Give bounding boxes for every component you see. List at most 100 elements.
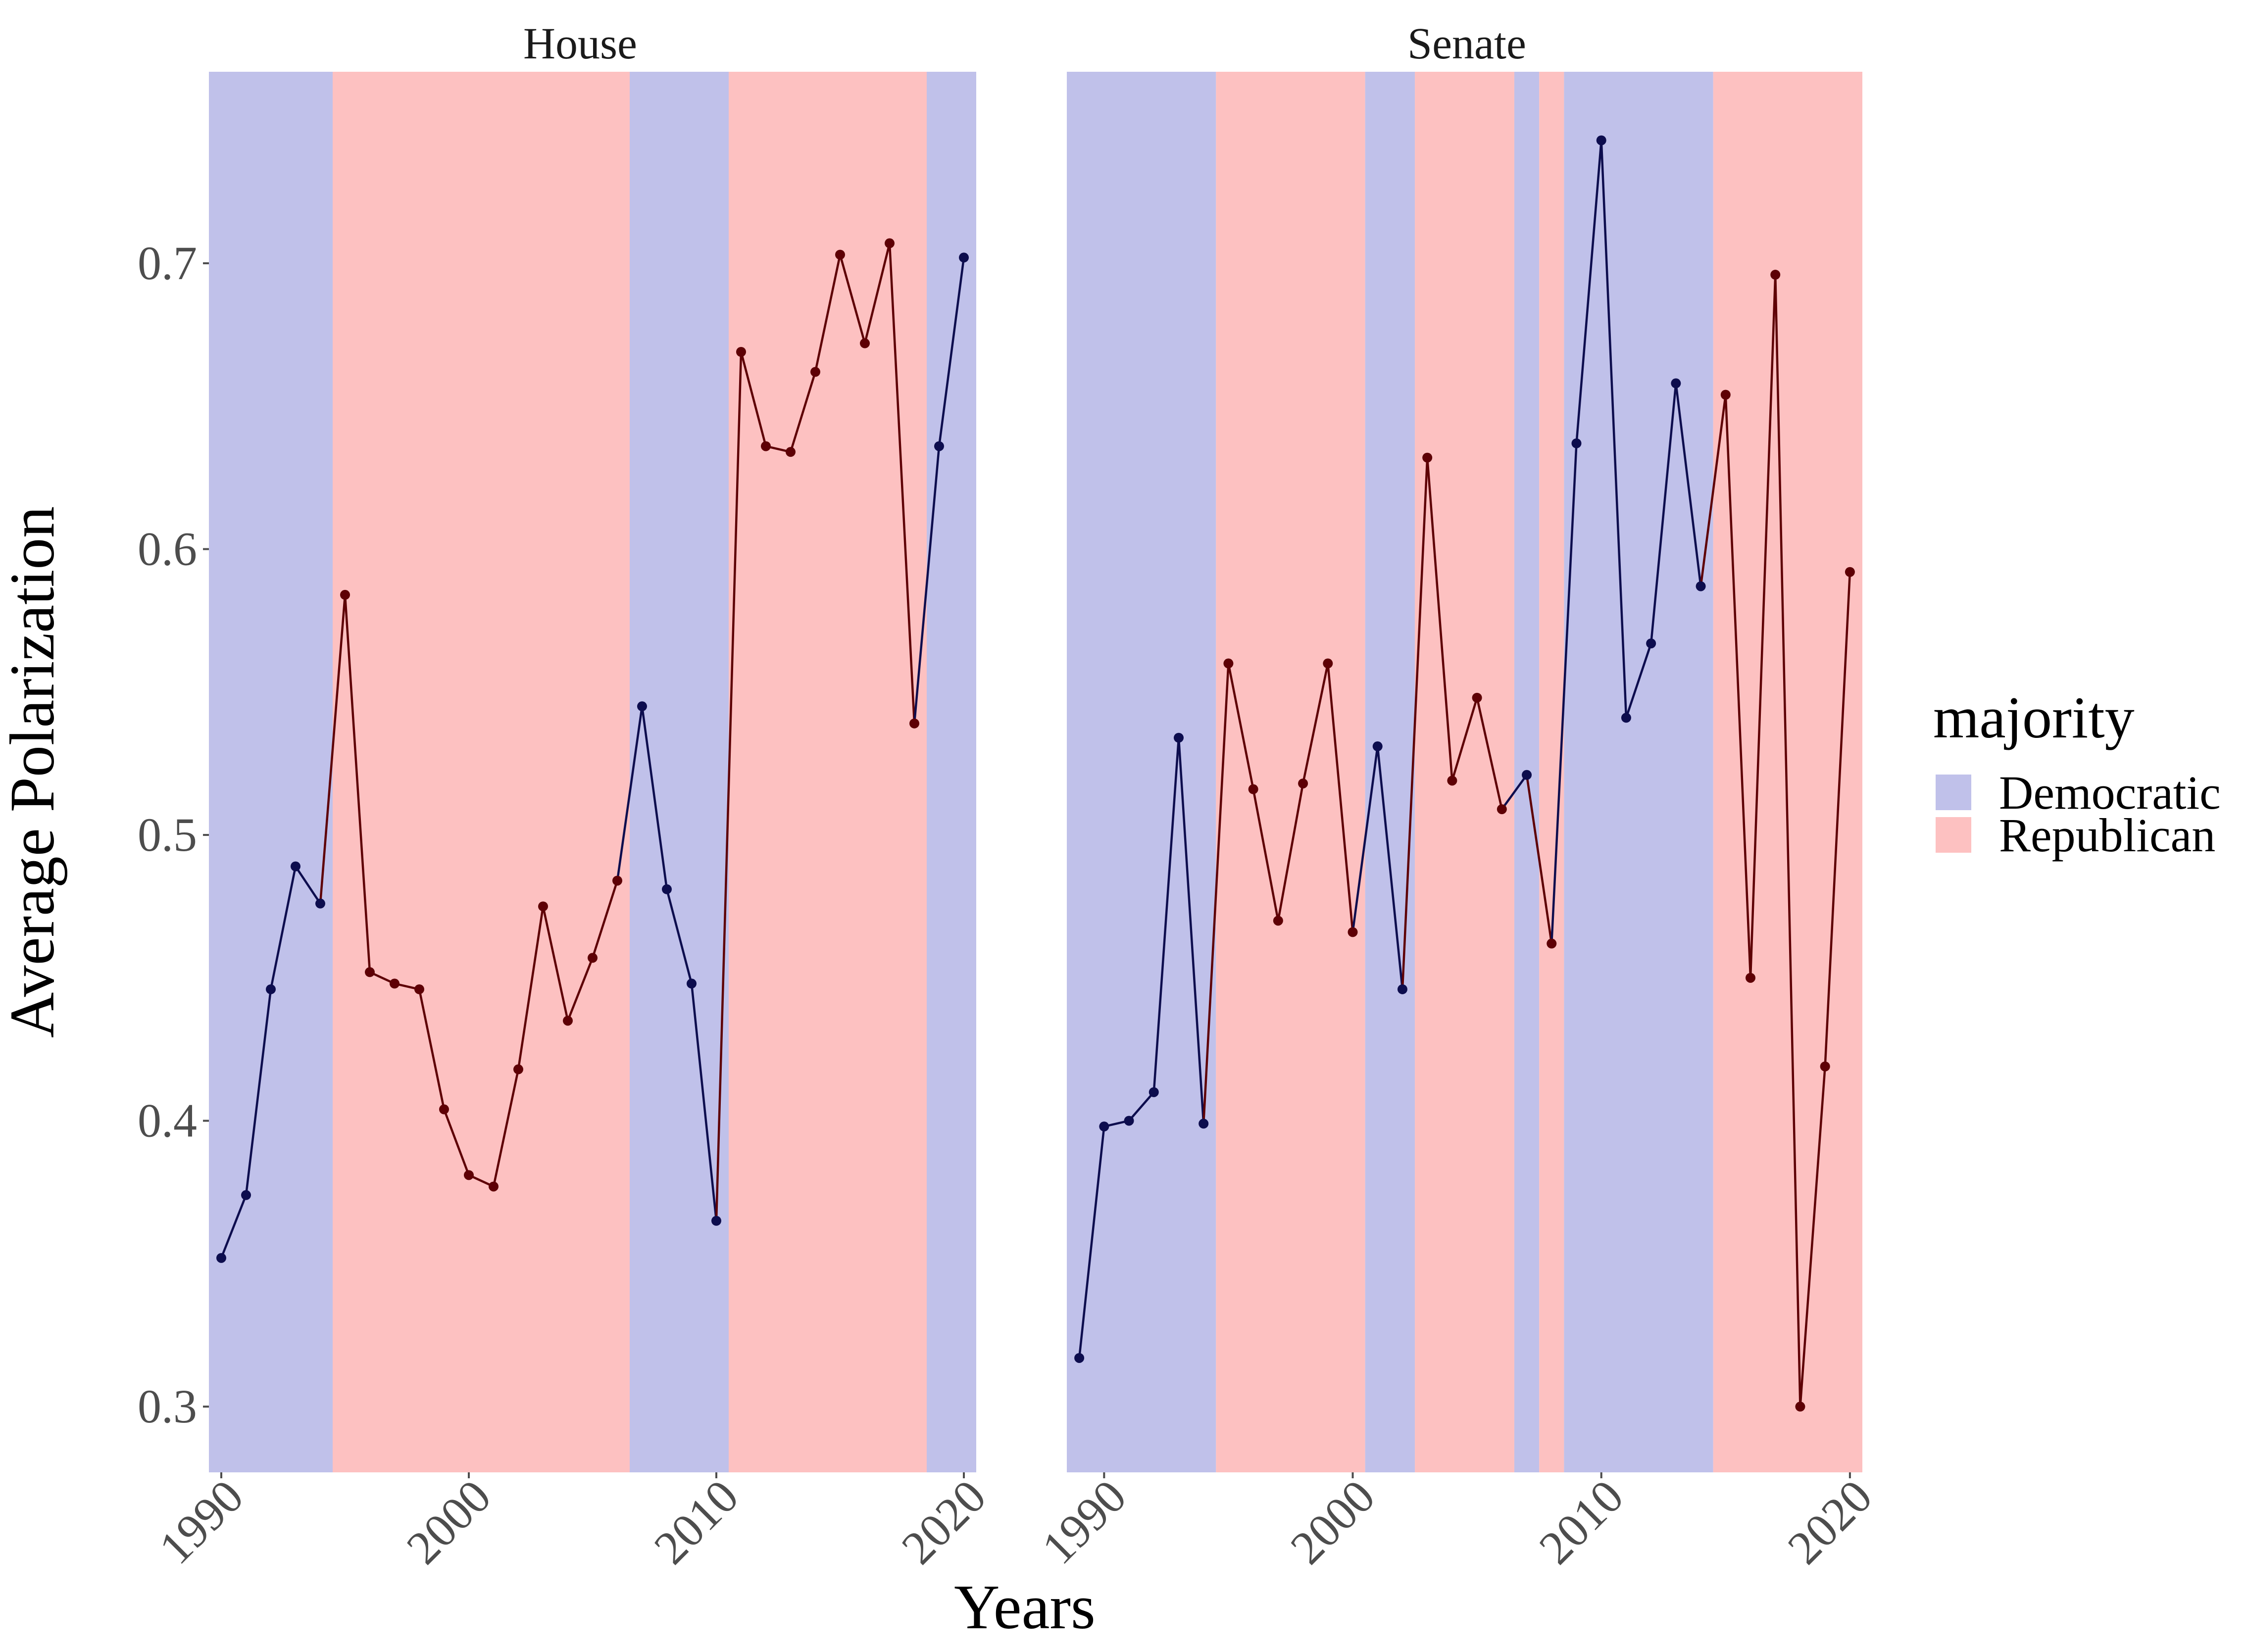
x-tick-label: 2000: [396, 1469, 500, 1574]
series-segment-senate: [1799, 1065, 1826, 1408]
data-point-senate: [1845, 567, 1855, 577]
x-tick-label: 2020: [891, 1469, 996, 1574]
data-point-house: [662, 884, 672, 894]
data-point-senate: [1199, 1118, 1209, 1129]
series-segment-house: [542, 905, 569, 1022]
series-segment-senate: [1476, 696, 1503, 811]
data-point-senate: [1124, 1116, 1134, 1126]
data-point-house: [464, 1170, 474, 1180]
series-segment-house: [566, 957, 594, 1022]
y-axis-title: Average Polarization: [0, 506, 67, 1038]
data-point-senate: [1223, 658, 1234, 669]
series-segment-senate: [1277, 782, 1304, 922]
series-segment-house: [665, 888, 693, 985]
series-segment-senate: [1625, 642, 1652, 719]
series-segment-house: [245, 988, 272, 1197]
series-segment-house: [517, 905, 545, 1070]
data-point-house: [860, 338, 870, 348]
series-segment-senate: [1824, 571, 1851, 1068]
series-segment-senate: [1600, 139, 1628, 719]
series-segment-house: [938, 256, 965, 447]
data-point-house: [315, 898, 325, 909]
series-segment-house: [269, 865, 297, 991]
series-segment-senate: [1575, 139, 1602, 445]
majority-band-republican: [1216, 72, 1365, 1472]
data-point-senate: [1596, 135, 1606, 146]
data-point-house: [563, 1016, 573, 1026]
x-tick-label: 1990: [1032, 1469, 1136, 1574]
data-point-house: [216, 1253, 226, 1263]
data-point-house: [934, 441, 944, 451]
series-segment-house: [789, 371, 817, 453]
data-point-senate: [1770, 270, 1781, 280]
data-point-senate: [1696, 581, 1706, 591]
panel-strip-senate: Senate: [1407, 19, 1526, 68]
series-segment-senate: [1078, 1125, 1105, 1360]
y-tick-label: 0.6: [138, 523, 197, 576]
majority-band-democratic: [209, 72, 333, 1472]
x-tick-label: 2000: [1280, 1469, 1385, 1574]
series-segment-senate: [1550, 442, 1578, 945]
series-segment-house: [740, 350, 767, 447]
data-point-senate: [1149, 1087, 1159, 1097]
majority-band-republican: [729, 72, 927, 1472]
data-point-house: [761, 441, 771, 451]
series-segment-senate: [1202, 662, 1230, 1125]
x-tick-label: 2010: [644, 1469, 748, 1574]
data-point-senate: [1298, 778, 1308, 789]
data-point-house: [489, 1181, 499, 1192]
series-segment-senate: [1500, 774, 1528, 811]
series-segment-senate: [1675, 382, 1702, 587]
data-point-senate: [1273, 916, 1283, 926]
series-segment-house: [294, 865, 322, 905]
data-point-senate: [1547, 938, 1557, 949]
data-point-house: [909, 718, 919, 729]
y-tick-label: 0.5: [138, 808, 197, 861]
data-point-house: [810, 367, 820, 377]
data-point-house: [687, 978, 697, 989]
data-point-house: [266, 984, 276, 994]
legend-key-republican: [1936, 817, 1971, 853]
data-point-house: [414, 984, 424, 994]
y-tick-label: 0.4: [138, 1094, 197, 1147]
data-point-senate: [1671, 378, 1681, 389]
data-point-house: [637, 701, 647, 712]
data-point-house: [241, 1190, 251, 1200]
series-segment-house: [641, 705, 668, 891]
point-layer: [216, 135, 1855, 1412]
series-segment-senate: [1301, 662, 1329, 785]
data-point-senate: [1646, 638, 1656, 649]
series-segment-house: [616, 705, 644, 882]
x-tick-label: 2010: [1529, 1469, 1633, 1574]
data-point-house: [513, 1064, 523, 1074]
series-segment-senate: [1152, 736, 1180, 1094]
y-tick-label: 0.7: [138, 237, 197, 290]
data-point-house: [340, 589, 350, 600]
series-segment-senate: [1426, 456, 1453, 782]
series-segment-senate: [1699, 393, 1727, 587]
legend-title: majority: [1933, 684, 2135, 750]
data-point-house: [786, 447, 796, 457]
series-segment-house: [888, 242, 916, 725]
legend: majority Democratic Republican: [1933, 684, 2221, 862]
data-point-house: [439, 1104, 449, 1115]
majority-band-democratic: [1564, 72, 1713, 1472]
series-segment-senate: [1227, 662, 1254, 790]
majority-background-layer: [209, 72, 1862, 1472]
data-point-senate: [1074, 1353, 1085, 1363]
data-point-house: [885, 238, 895, 248]
data-point-senate: [1497, 804, 1507, 815]
data-point-house: [390, 978, 400, 989]
series-segment-house: [690, 982, 718, 1222]
data-point-house: [588, 953, 598, 963]
data-point-house: [959, 252, 969, 263]
data-point-senate: [1099, 1121, 1109, 1132]
legend-label-democratic: Democratic: [1999, 766, 2221, 819]
series-segment-senate: [1649, 382, 1677, 645]
data-point-senate: [1447, 776, 1457, 786]
series-segment-house: [220, 1194, 248, 1260]
data-point-house: [612, 875, 622, 886]
majority-band-republican: [333, 72, 630, 1472]
series-segment-senate: [1351, 745, 1379, 933]
